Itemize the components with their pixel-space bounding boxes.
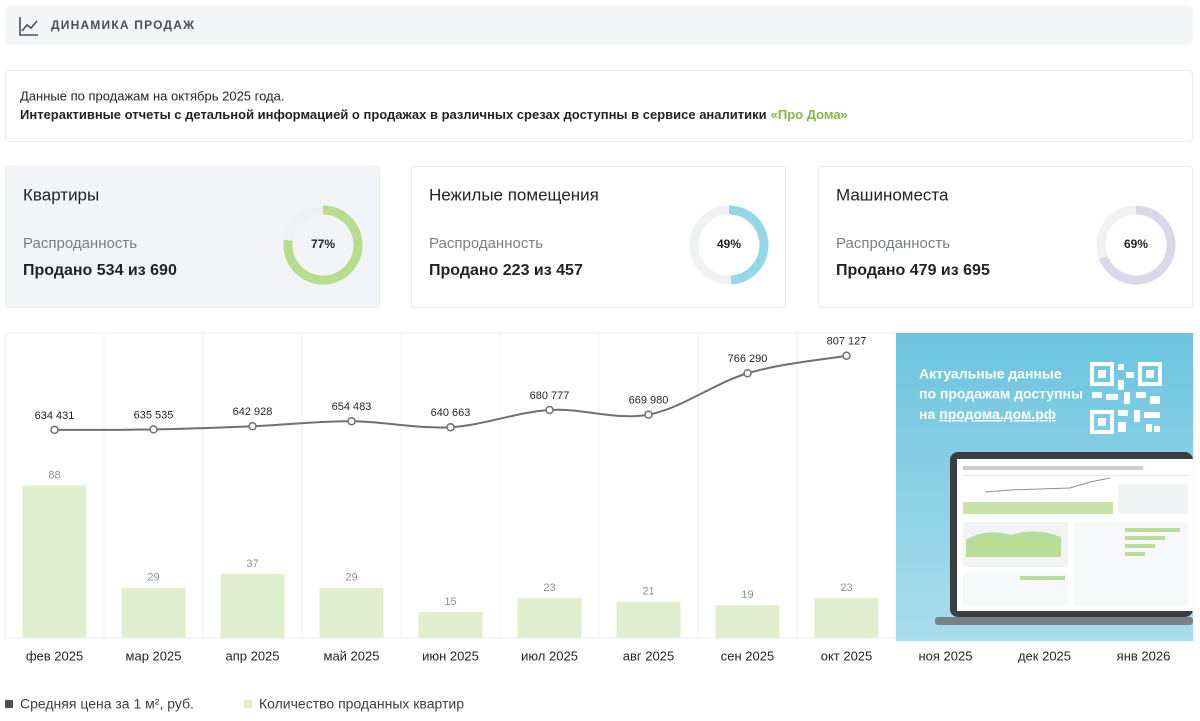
info-line: Данные по продажам на октябрь 2025 года.	[20, 88, 284, 103]
bar	[715, 605, 780, 638]
donut-label: 69%	[1124, 237, 1148, 251]
bar	[616, 601, 681, 638]
x-tick-label: июл 2025	[521, 648, 578, 663]
x-tick-label: мар 2025	[126, 648, 182, 663]
x-tick-label: окт 2025	[821, 648, 873, 663]
legend-swatch	[5, 700, 13, 708]
card-subtitle: Распроданность	[429, 235, 543, 252]
donut-arc	[1096, 205, 1176, 285]
donut-arc	[283, 205, 363, 285]
promo-text: Актуальные данные	[919, 366, 1062, 382]
line	[54, 354, 847, 431]
line-value-label: 635 535	[134, 409, 174, 421]
laptop-mockup	[935, 452, 1193, 625]
bar	[22, 485, 87, 638]
bar-value-label: 37	[246, 558, 258, 570]
line-point	[347, 417, 356, 426]
card	[5, 166, 380, 308]
line-point	[50, 425, 59, 435]
bar	[220, 573, 285, 638]
card-sold: Продано 534 из 690	[23, 262, 177, 279]
x-tick-label: авг 2025	[623, 648, 674, 663]
line-value-label: 642 928	[233, 406, 273, 418]
promo-panel[interactable]: Актуальные данные по продажам доступны н…	[896, 333, 1193, 641]
bar-value-label: 15	[444, 596, 456, 608]
x-tick-label: ноя 2025	[919, 648, 973, 663]
bar	[319, 587, 384, 638]
card-title: Машиноместа	[836, 185, 949, 204]
card	[818, 166, 1193, 308]
bar-value-label: 23	[543, 582, 555, 594]
x-tick-label: фев 2025	[26, 648, 83, 663]
donut-arc	[689, 205, 769, 285]
qr-code	[1090, 362, 1162, 434]
column-band	[796, 332, 897, 639]
x-tick-label: май 2025	[324, 648, 380, 663]
line-point	[149, 425, 158, 434]
column-band	[400, 332, 501, 639]
card-sold: Продано 223 из 457	[429, 262, 583, 279]
card-sold: Продано 479 из 695	[836, 262, 990, 279]
bar	[517, 598, 582, 638]
info-text: Интерактивные отчеты с детальной информа…	[20, 107, 767, 122]
line-point	[842, 351, 851, 360]
column-band	[598, 332, 699, 639]
line-point	[644, 410, 653, 419]
cards: Квартиры Распроданность Продано 534 из 690…	[5, 166, 1193, 308]
x-tick-label: дек 2025	[1018, 648, 1071, 663]
x-tick-label: янв 2026	[1117, 648, 1171, 663]
column-band	[697, 332, 798, 639]
column-band	[499, 332, 600, 639]
line-point	[248, 421, 257, 431]
column-band	[103, 332, 204, 639]
card-subtitle: Распроданность	[23, 235, 137, 252]
line-value-label: 766 290	[728, 353, 768, 365]
column-band	[301, 332, 402, 639]
x-tick-label: июн 2025	[422, 648, 479, 663]
line-value-label: 669 980	[629, 395, 669, 407]
card-title: Квартиры	[23, 185, 99, 204]
header-bar	[5, 5, 1193, 45]
line-point	[446, 422, 455, 432]
line-value-label: 634 431	[35, 410, 75, 422]
bar	[814, 598, 879, 638]
bar	[418, 612, 483, 638]
line-value-label: 640 663	[431, 407, 471, 419]
legend-swatch	[244, 700, 252, 708]
legend-label: Количество проданных квартир	[259, 696, 464, 712]
x-tick-label: апр 2025	[225, 648, 279, 663]
line-value-label: 680 777	[530, 390, 570, 402]
promo-text: на продома.дом.рф	[919, 406, 1056, 422]
promo-text: на	[919, 406, 935, 422]
line-value-label: 807 127	[827, 336, 867, 348]
info-line: Интерактивные отчеты с детальной информа…	[20, 107, 848, 122]
promo-text: по продажам доступны	[919, 386, 1083, 402]
bar-value-label: 23	[840, 582, 852, 594]
info-box	[5, 70, 1193, 142]
bar-value-label: 21	[642, 586, 654, 598]
header-icon	[19, 17, 38, 36]
bar-value-label: 29	[147, 572, 159, 584]
card-title: Нежилые помещения	[429, 185, 599, 204]
donut-label: 49%	[717, 237, 741, 251]
line-point	[545, 405, 554, 415]
bar-value-label: 88	[48, 469, 60, 481]
legend: Средняя цена за 1 м², руб. Количество про…	[5, 696, 464, 712]
legend-label: Средняя цена за 1 м², руб.	[20, 696, 194, 712]
x-tick-label: сен 2025	[721, 648, 774, 663]
card-subtitle: Распроданность	[836, 235, 950, 252]
promo-link[interactable]: продома.дом.рф	[939, 406, 1056, 422]
card	[411, 166, 786, 308]
line-value-label: 654 483	[332, 401, 372, 413]
line-point	[743, 369, 752, 378]
bar-value-label: 29	[345, 572, 357, 584]
header-title: ДИНАМИКА ПРОДАЖ	[51, 18, 195, 32]
bar-value-label: 19	[741, 589, 753, 601]
donut-label: 77%	[311, 237, 335, 251]
bar	[121, 587, 186, 638]
info-link[interactable]: «Про Дома»	[771, 107, 848, 122]
